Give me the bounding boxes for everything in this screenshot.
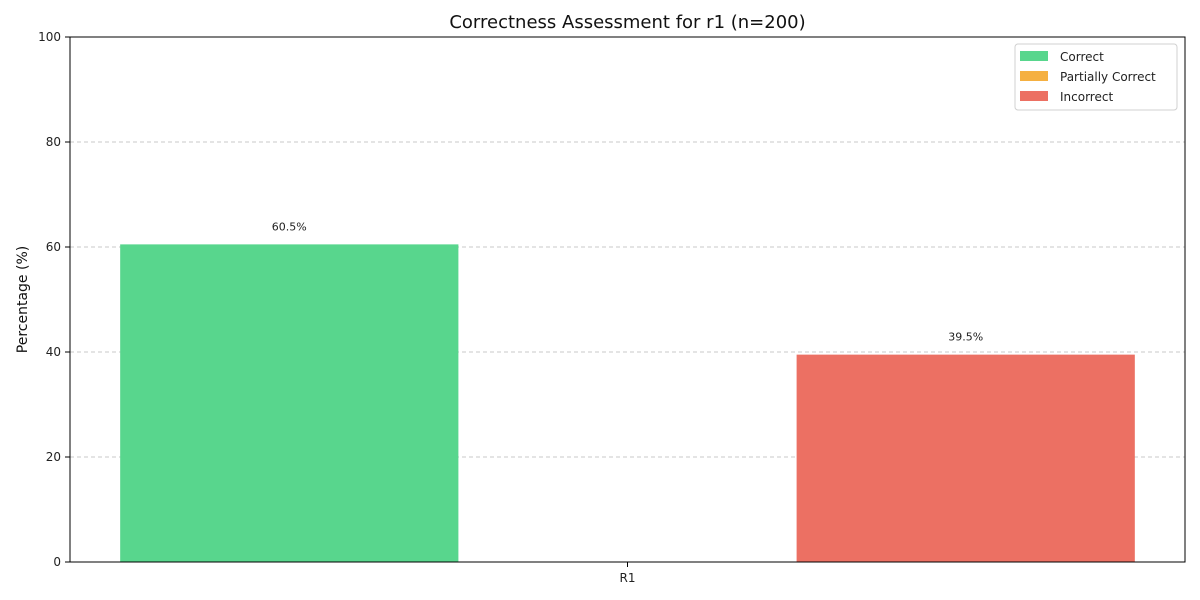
- y-axis-ticks: 0 20 40 60 80 100: [38, 30, 70, 569]
- x-axis-ticks: R1: [620, 562, 636, 585]
- bar-incorrect: [796, 354, 1135, 562]
- legend-label: Correct: [1060, 50, 1104, 64]
- data-label-layer: 60.5% 39.5%: [272, 220, 983, 343]
- legend-swatch: [1020, 91, 1048, 101]
- bar-correct: [120, 244, 459, 562]
- legend-label: Partially Correct: [1060, 70, 1156, 84]
- legend-swatch: [1020, 71, 1048, 81]
- y-tick-label: 20: [46, 450, 61, 464]
- legend-swatch: [1020, 51, 1048, 61]
- bar-layer: [120, 244, 1135, 562]
- x-tick-label: R1: [620, 571, 636, 585]
- data-label: 60.5%: [272, 220, 307, 233]
- y-tick-label: 60: [46, 240, 61, 254]
- chart-title: Correctness Assessment for r1 (n=200): [449, 12, 805, 33]
- y-tick-label: 0: [53, 555, 61, 569]
- legend: Correct Partially Correct Incorrect: [1014, 43, 1178, 111]
- y-tick-label: 80: [46, 135, 61, 149]
- y-tick-label: 100: [38, 30, 61, 44]
- data-label: 39.5%: [948, 331, 983, 344]
- y-axis-label: Percentage (%): [15, 246, 31, 353]
- legend-label: Incorrect: [1060, 90, 1113, 104]
- legend-box: [1014, 43, 1178, 111]
- y-tick-label: 40: [46, 345, 61, 359]
